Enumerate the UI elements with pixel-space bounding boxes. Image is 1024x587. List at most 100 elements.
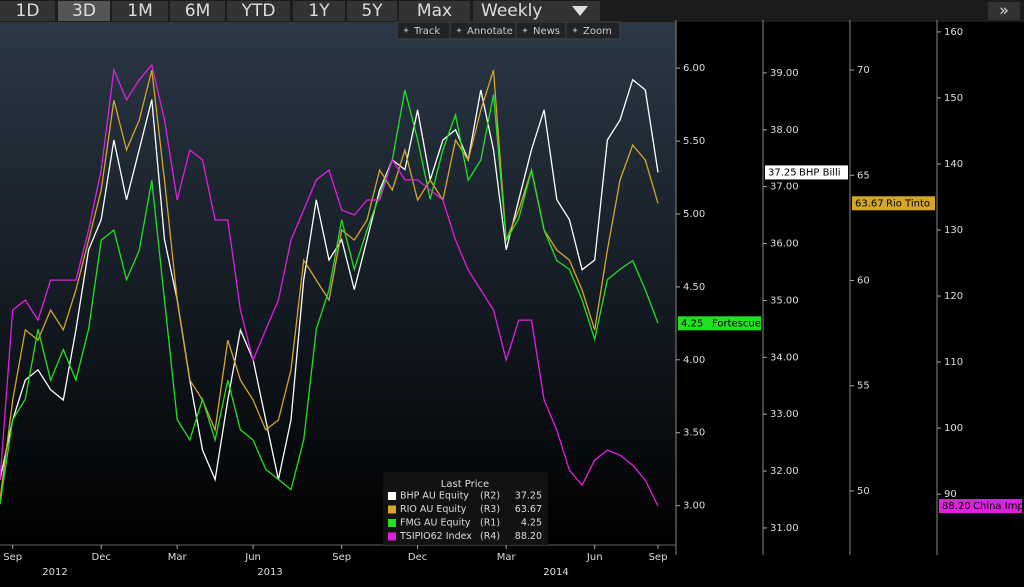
y-tick-label: 100	[944, 423, 963, 434]
last-value-tag	[852, 196, 935, 211]
tag-value: 88.20	[942, 501, 971, 512]
y-tick-label: 31.00	[770, 523, 799, 534]
y-tick-label: 37.00	[770, 182, 799, 193]
range-button-label: YTD	[241, 1, 276, 21]
range-button-label: 6M	[185, 1, 210, 21]
range-button[interactable]	[473, 1, 600, 21]
y-tick-label: 150	[944, 93, 963, 104]
range-button-label: 1M	[127, 1, 152, 21]
series-line	[0, 89, 659, 505]
legend-name: FMG AU Equity	[400, 518, 471, 529]
range-button-label: 3D	[72, 1, 96, 21]
y-tick-label: 60	[857, 276, 870, 287]
dropdown-arrow	[572, 6, 588, 16]
legend-value: 88.20	[515, 531, 542, 542]
y-tick-label: 70	[857, 65, 870, 76]
range-button[interactable]	[347, 1, 397, 21]
tool-label: Zoom	[583, 26, 612, 37]
expand-label: »	[999, 1, 1009, 20]
legend-swatch	[388, 505, 396, 514]
plot	[0, 63, 659, 507]
legend-axis: (R1)	[480, 518, 500, 529]
x-tick-label: Sep	[3, 552, 22, 563]
y-tick-label: 65	[857, 170, 870, 181]
legend-value: 37.25	[515, 491, 542, 502]
y-tick-label: 33.00	[770, 409, 799, 420]
tool-label: Track	[413, 26, 440, 37]
legend-axis: (R4)	[480, 531, 500, 542]
range-button[interactable]	[58, 1, 110, 21]
legend-name: RIO AU Equity	[400, 504, 467, 515]
tool-label: News	[533, 26, 560, 37]
legend-swatch	[388, 519, 396, 527]
tool-icon: ✦	[521, 27, 529, 37]
tool-button[interactable]	[565, 21, 621, 40]
tag-value: 37.25	[768, 167, 797, 178]
tag-value: 4.25	[681, 318, 703, 329]
series-line	[0, 69, 659, 501]
y-tick-label: 36.00	[770, 239, 799, 250]
series-line	[0, 63, 659, 507]
tag-text: Rio Tinto	[886, 198, 930, 209]
y-tick-label: 35.00	[770, 295, 799, 306]
range-button-label: 1Y	[308, 1, 330, 21]
x-tick-label: Dec	[408, 552, 427, 563]
legend-title: Last Price	[441, 479, 489, 490]
y-tick-label: 5.50	[683, 136, 705, 147]
x-tick-label: Jun	[244, 552, 261, 563]
range-button-label: Max	[417, 1, 452, 21]
y-tick-label: 140	[944, 159, 963, 170]
range-button[interactable]	[0, 1, 55, 21]
year-label: 2014	[543, 567, 568, 578]
range-button[interactable]	[399, 1, 470, 21]
y-tick-label: 38.00	[770, 125, 799, 136]
y-tick-label: 3.00	[683, 501, 705, 512]
legend-value: 63.67	[515, 504, 542, 515]
y-tick-label: 3.50	[683, 428, 705, 439]
legend-name: TSIPIO62 Index	[399, 531, 472, 542]
y-tick-label: 4.50	[683, 282, 705, 293]
y-tick-label: 34.00	[770, 352, 799, 363]
y-tick-label: 4.00	[683, 355, 705, 366]
range-button-label: 1D	[16, 1, 40, 21]
tool-label: Annotate	[467, 26, 513, 37]
legend-axis: (R2)	[480, 491, 500, 502]
range-button[interactable]	[170, 1, 225, 21]
y-tick-label: 50	[857, 486, 870, 497]
range-button[interactable]	[293, 1, 345, 21]
x-tick-label: Sep	[649, 552, 668, 563]
legend-swatch	[388, 532, 396, 541]
x-tick-label: Dec	[92, 552, 111, 563]
x-tick-label: Sep	[332, 552, 351, 563]
tag-text: China Imp	[973, 501, 1024, 512]
x-tick-label: Jun	[586, 552, 603, 563]
y-tick-label: 39.00	[770, 68, 799, 79]
last-value-tag	[939, 499, 1022, 514]
y-tick-label: 120	[944, 291, 963, 302]
range-button-label: Weekly	[481, 1, 542, 21]
legend-swatch	[388, 492, 396, 500]
series-line	[0, 78, 659, 482]
tag-text: BHP Billi	[799, 167, 841, 178]
y-tick-label: 160	[944, 27, 963, 38]
y-tick-label: 6.00	[683, 63, 705, 74]
y-tick-label: 32.00	[770, 466, 799, 477]
range-button[interactable]	[227, 1, 290, 21]
year-label: 2013	[257, 567, 282, 578]
y-tick-label: 130	[944, 225, 963, 236]
tag-text: Fortescue	[712, 318, 761, 329]
legend-value: 4.25	[521, 518, 542, 529]
tool-icon: ✦	[402, 27, 410, 37]
x-tick-label: Mar	[168, 552, 188, 563]
x-tick-label: Mar	[497, 552, 517, 563]
range-button-label: 5Y	[361, 1, 383, 21]
range-button[interactable]	[112, 1, 168, 21]
last-value-tag	[678, 316, 761, 331]
y-tick-label: 55	[857, 381, 870, 392]
y-tick-label: 110	[944, 357, 963, 368]
legend-axis: (R3)	[480, 504, 500, 515]
tag-value: 63.67	[855, 198, 884, 209]
legend-name: BHP AU Equity	[400, 491, 469, 502]
expand-button[interactable]	[988, 2, 1020, 20]
